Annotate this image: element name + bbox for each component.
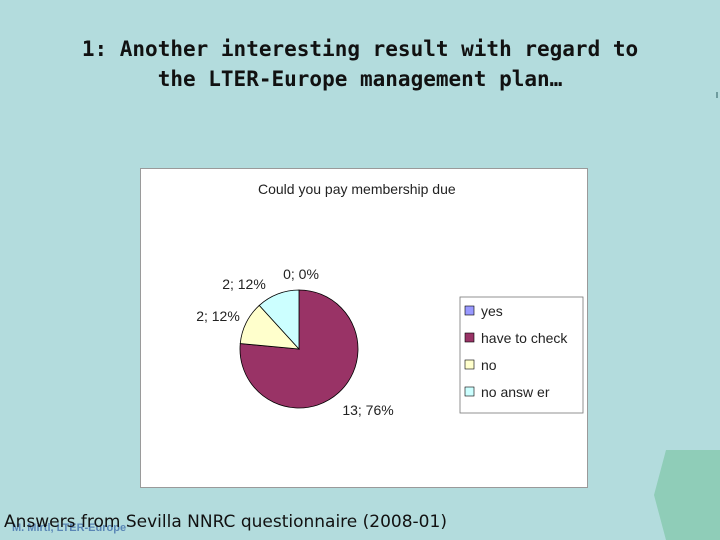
pie-slice-no-answ-er bbox=[258, 289, 300, 351]
footer-caption: Answers from Sevilla NNRC questionnaire … bbox=[4, 512, 447, 532]
slide-title: 1: Another interesting result with regar… bbox=[81, 37, 639, 91]
chart-legend: yes have to check no no answ er bbox=[459, 296, 584, 414]
author-credit: M. Mirtl, LTER-Europe bbox=[12, 522, 127, 534]
data-label-have-to-check: 13; 76% bbox=[342, 402, 393, 418]
decorative-hexagon bbox=[654, 450, 720, 540]
legend-label-yes: yes bbox=[481, 303, 503, 319]
pie-data-labels: 0; 0% 13; 76% 2; 12% 2; 12% bbox=[196, 266, 393, 418]
data-label-no: 2; 12% bbox=[196, 308, 240, 324]
legend-swatch-have-to-check bbox=[464, 332, 475, 343]
pie-slice-have-to-check bbox=[239, 289, 359, 409]
legend-label-have-to-check: have to check bbox=[481, 330, 568, 346]
data-label-yes: 0; 0% bbox=[283, 266, 319, 282]
legend-label-no: no bbox=[481, 357, 497, 373]
chart-title: Could you pay membership due bbox=[258, 181, 456, 197]
legend-label-no-answ-er: no answ er bbox=[481, 384, 550, 400]
data-label-no-answ-er: 2; 12% bbox=[222, 276, 266, 292]
chart-panel: Could you pay membership due 0; 0% 13; 76… bbox=[140, 168, 588, 488]
pie-chart: Could you pay membership due 0; 0% 13; 76… bbox=[196, 181, 584, 418]
edge-mark bbox=[716, 92, 718, 98]
legend-swatch-no bbox=[464, 359, 475, 370]
legend-box bbox=[459, 296, 584, 414]
legend-swatch-no-answ-er bbox=[464, 386, 475, 397]
pie-slices bbox=[239, 289, 359, 409]
legend-swatch-yes bbox=[464, 305, 475, 316]
